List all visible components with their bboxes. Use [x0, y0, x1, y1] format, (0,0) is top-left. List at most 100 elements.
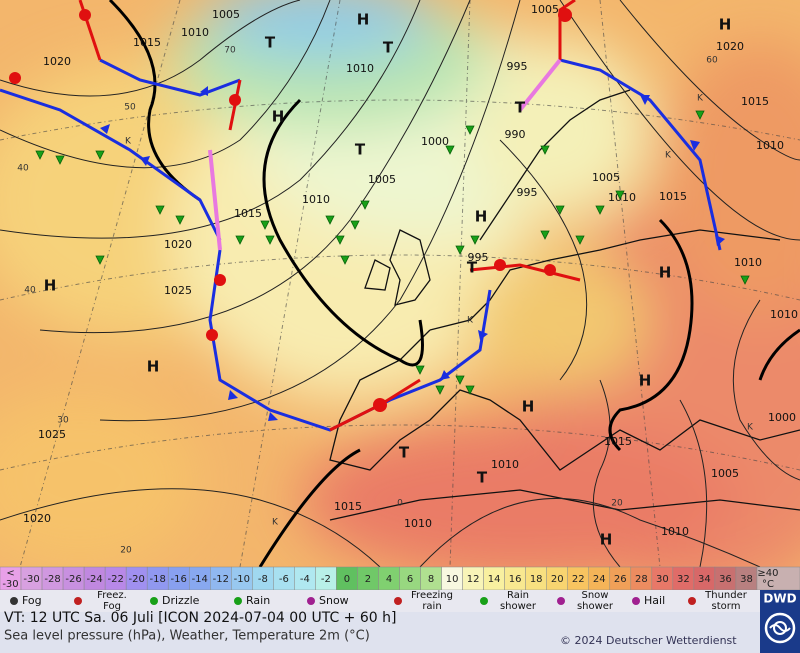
- pressure-center: T: [383, 39, 394, 57]
- weather-symbol: [55, 155, 65, 165]
- weather-symbol: [455, 245, 465, 255]
- scale-label: -30: [2, 579, 18, 590]
- isobar-label: 1005: [711, 467, 739, 480]
- isobar-label: 1010: [756, 139, 784, 152]
- pressure-center: H: [272, 108, 285, 126]
- temperature-label: 20: [611, 499, 623, 509]
- temperature-label: K: [125, 137, 132, 147]
- isobar-label: 1000: [421, 135, 449, 148]
- legend-label: Freezing rain: [411, 590, 453, 612]
- isobar-label: 1010: [491, 458, 519, 471]
- scale-label: -14: [192, 574, 208, 585]
- graticule: [0, 0, 800, 567]
- valid-time: VT: 12 UTC Sa. 06 Juli [ICON 2024-07-04 …: [4, 610, 396, 626]
- legend-label: Freez. Fog: [97, 590, 127, 612]
- main-isobars: [108, 0, 800, 567]
- temperature-label: 40: [24, 286, 36, 296]
- pressure-center: T: [467, 259, 478, 277]
- weather-symbol: [95, 150, 105, 160]
- temperature-label: K: [665, 151, 672, 161]
- scale-label: 34: [698, 574, 711, 585]
- isobar-label: 1010: [302, 193, 330, 206]
- scale-label: 28: [635, 574, 648, 585]
- legend-icon: [10, 597, 18, 605]
- weather-symbol: [175, 215, 185, 225]
- isobar-label: 1010: [346, 62, 374, 75]
- fronts: [0, 0, 725, 432]
- weather-symbol: [465, 385, 475, 395]
- pressure-center: H: [719, 16, 732, 34]
- temperature-label: 50: [124, 103, 136, 113]
- scale-label: -20: [129, 574, 145, 585]
- isobar-label: 1015: [741, 95, 769, 108]
- pressure-center: H: [639, 372, 652, 390]
- isobar-label: 1005: [212, 8, 240, 21]
- isobar-label: 1015: [659, 190, 687, 203]
- legend-label: Fog: [22, 594, 42, 607]
- legend-band: [0, 590, 760, 612]
- scale-label: -30: [23, 574, 39, 585]
- isobar-label: 1025: [38, 428, 66, 441]
- legend-label: Snow shower: [577, 590, 614, 612]
- scale-high-label: ≥40: [757, 568, 778, 579]
- scale-label: -16: [171, 574, 187, 585]
- scale-label: 12: [467, 574, 480, 585]
- pressure-center: T: [265, 34, 276, 52]
- temperature-label: 40: [17, 164, 29, 174]
- weather-symbol: [265, 235, 275, 245]
- weather-symbol: [740, 275, 750, 285]
- scale-unit: °C: [762, 579, 774, 590]
- weather-symbol: [325, 215, 335, 225]
- scale-label: 6: [407, 574, 413, 585]
- pressure-center: T: [399, 444, 410, 462]
- scale-label: 24: [593, 574, 606, 585]
- isobar-label: 995: [517, 186, 538, 199]
- scale-label: 8: [428, 574, 434, 585]
- scale-label: -24: [86, 574, 102, 585]
- temperature-label: 20: [120, 546, 132, 556]
- weather-symbol: [455, 375, 465, 385]
- pressure-center: T: [355, 141, 366, 159]
- scale-label: 10: [446, 574, 459, 585]
- isobar-label: 995: [468, 251, 489, 264]
- weather-symbol: [95, 255, 105, 265]
- weather-symbol: [35, 150, 45, 160]
- legend-label: Snow: [319, 594, 349, 607]
- isobar-label: 1015: [234, 207, 262, 220]
- weather-symbol: [260, 220, 270, 230]
- scale-label: 2: [365, 574, 371, 585]
- isobar-label: 1015: [133, 36, 161, 49]
- logo-text: DWD: [763, 592, 796, 606]
- footer-band: [0, 612, 760, 653]
- temperature-label: K: [747, 423, 754, 433]
- temperature-field: [0, 0, 800, 567]
- scale-label: 26: [614, 574, 627, 585]
- scale-label: 4: [386, 574, 392, 585]
- temperature-label: 60: [706, 56, 718, 66]
- scale-label: 30: [656, 574, 669, 585]
- pressure-center: H: [659, 264, 672, 282]
- temperature-label: 30: [57, 416, 69, 426]
- copyright: © 2024 Deutscher Wetterdienst: [560, 634, 737, 647]
- scale-label: -26: [65, 574, 81, 585]
- pressure-center: T: [477, 469, 488, 487]
- scale-label: 36: [719, 574, 732, 585]
- isobar-label: 990: [505, 128, 526, 141]
- temperature-label: K: [272, 518, 279, 528]
- weather-symbol: [470, 235, 480, 245]
- legend-icon: [394, 597, 402, 605]
- weather-symbol: [335, 235, 345, 245]
- weather-symbol: [575, 235, 585, 245]
- coastlines: [329, 89, 800, 521]
- scale-label: -22: [107, 574, 123, 585]
- scale-low-label: <: [6, 568, 14, 579]
- weather-symbol: [350, 220, 360, 230]
- isobar-label: 1005: [368, 173, 396, 186]
- scale-label: -10: [234, 574, 250, 585]
- scale-label: -2: [321, 574, 331, 585]
- isobar-label: 1010: [734, 256, 762, 269]
- pressure-center: H: [522, 398, 535, 416]
